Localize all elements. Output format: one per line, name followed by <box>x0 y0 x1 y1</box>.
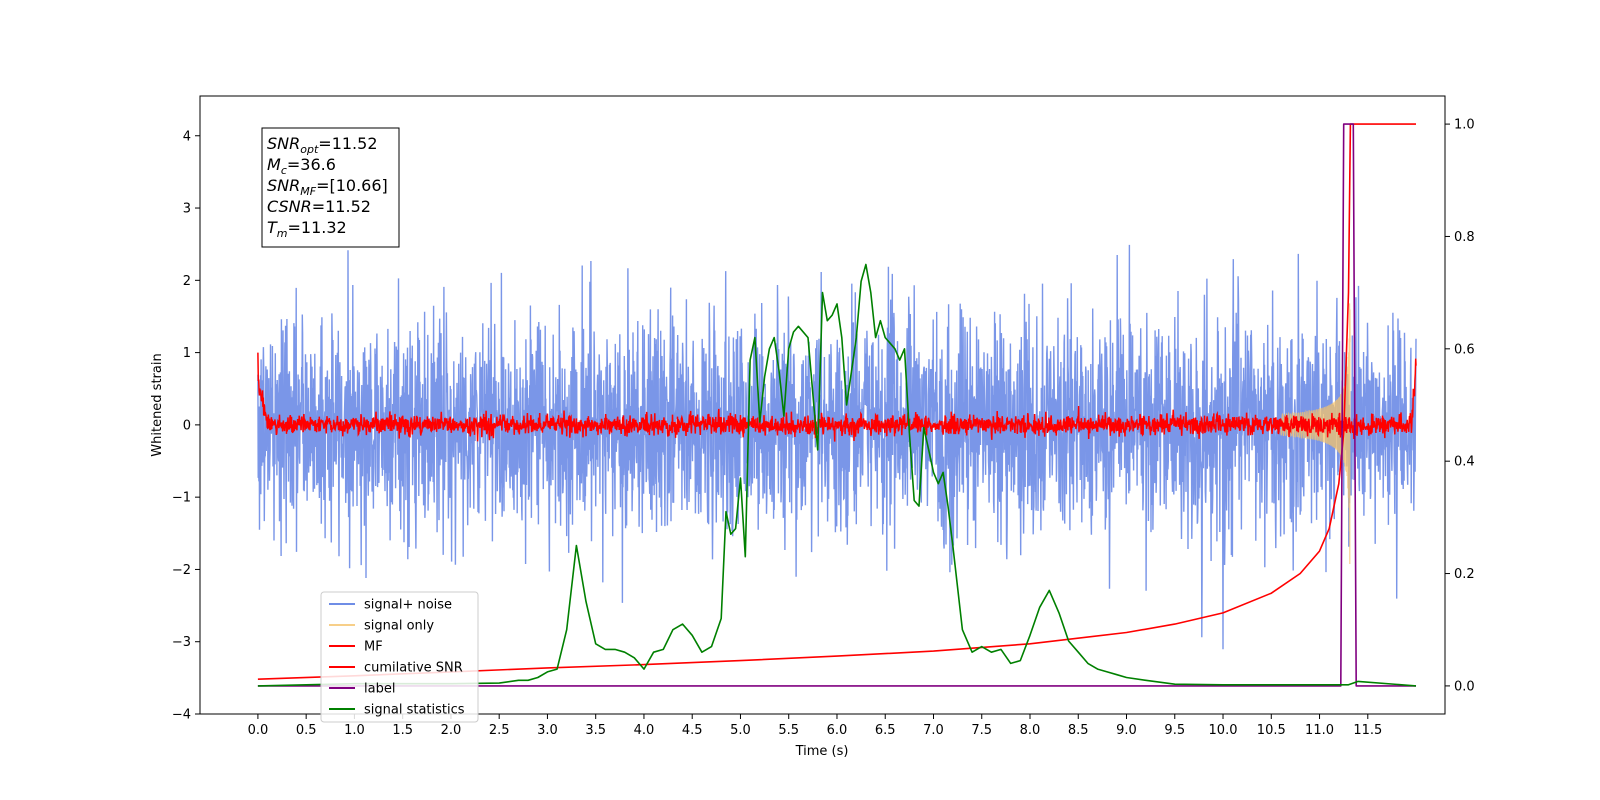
legend-entry-signal-noise: signal+ noise <box>364 598 452 613</box>
x-tick-label: 1.0 <box>344 723 365 738</box>
series-signal-only <box>1280 303 1351 565</box>
legend-entry-label: label <box>364 682 395 697</box>
y-tick-label: 0 <box>183 418 191 433</box>
y-tick-label: −1 <box>172 491 191 506</box>
x-tick-label: 2.0 <box>441 723 462 738</box>
x-tick-label: 10.5 <box>1257 723 1286 738</box>
x-tick-label: 8.0 <box>1020 723 1041 738</box>
x-tick-label: 5.5 <box>778 723 799 738</box>
legend-entry-cumilative-snr: cumilative SNR <box>364 661 463 676</box>
y-tick-label: 3 <box>183 202 191 217</box>
y-tick-label: 1 <box>183 346 191 361</box>
x-tick-label: 0.5 <box>296 723 317 738</box>
x-tick-label: 11.5 <box>1353 723 1382 738</box>
x-tick-label: 9.0 <box>1116 723 1137 738</box>
x-axis: 0.0 0.5 1.0 1.5 2.0 2.5 3.0 3.5 4.0 4.5 5.0 5.5 6.0 6… <box>248 714 1382 738</box>
x-tick-label: 4.0 <box>634 723 655 738</box>
y-tick-label: −3 <box>172 635 191 650</box>
annotation-line: Tm=11.32 <box>267 218 347 240</box>
annotation-line: CSNR=11.52 <box>267 197 371 216</box>
legend: signal+ noise signal only MF cumilative SNR… <box>320 591 479 723</box>
x-tick-label: 2.5 <box>489 723 510 738</box>
y-tick-label: 4 <box>183 129 191 144</box>
plot-frame <box>199 95 1446 715</box>
series-signal-noise <box>257 244 1417 650</box>
series-mf <box>257 352 1417 442</box>
annotation-line: Mc=36.6 <box>267 155 336 177</box>
y-axis-label: Whitened strain <box>150 353 165 456</box>
x-tick-label: 1.5 <box>392 723 413 738</box>
y-right-tick-label: 0.0 <box>1454 679 1475 694</box>
x-tick-label: 11.0 <box>1305 723 1334 738</box>
y-right-tick-label: 0.6 <box>1454 342 1475 357</box>
x-tick-label: 7.5 <box>971 723 992 738</box>
annotation-line: SNRMF=[10.66] <box>267 176 388 198</box>
annotation-line: SNRopt=11.52 <box>267 134 378 156</box>
x-tick-label: 8.5 <box>1068 723 1089 738</box>
x-axis-label: Time (s) <box>795 744 849 759</box>
y-right-tick-label: 0.8 <box>1454 230 1475 245</box>
y-right-tick-label: 0.4 <box>1454 455 1475 470</box>
annotation-box: SNRopt=11.52Mc=36.6SNRMF=[10.66]CSNR=11.… <box>261 127 400 248</box>
legend-frame <box>320 591 479 723</box>
series-signal-statistics <box>257 263 1417 687</box>
x-tick-label: 6.0 <box>827 723 848 738</box>
x-tick-label: 5.0 <box>730 723 751 738</box>
y-right-tick-label: 0.2 <box>1454 567 1475 582</box>
annotation-frame <box>261 127 400 248</box>
y-tick-label: −2 <box>172 563 191 578</box>
x-tick-label: 7.0 <box>923 723 944 738</box>
legend-entry-mf: MF <box>364 640 383 655</box>
x-tick-label: 6.5 <box>875 723 896 738</box>
series-label <box>257 123 1416 687</box>
x-tick-label: 10.0 <box>1209 723 1238 738</box>
series-layer <box>257 123 1417 687</box>
legend-entry-signal-statistics: signal statistics <box>364 703 465 718</box>
legend-entry-signal-only: signal only <box>364 619 434 634</box>
y-tick-label: 2 <box>183 274 191 289</box>
y-axis-left: −4 −3 −2 −1 0 1 2 3 4 <box>172 129 200 723</box>
y-tick-label: −4 <box>172 708 191 723</box>
x-tick-label: 0.0 <box>248 723 269 738</box>
x-tick-label: 3.5 <box>585 723 606 738</box>
x-tick-label: 4.5 <box>682 723 703 738</box>
x-tick-label: 3.0 <box>537 723 558 738</box>
y-right-tick-label: 1.0 <box>1454 118 1475 133</box>
x-tick-label: 9.5 <box>1164 723 1185 738</box>
y-axis-right: 0.0 0.2 0.4 0.6 0.8 1.0 <box>1445 118 1475 694</box>
